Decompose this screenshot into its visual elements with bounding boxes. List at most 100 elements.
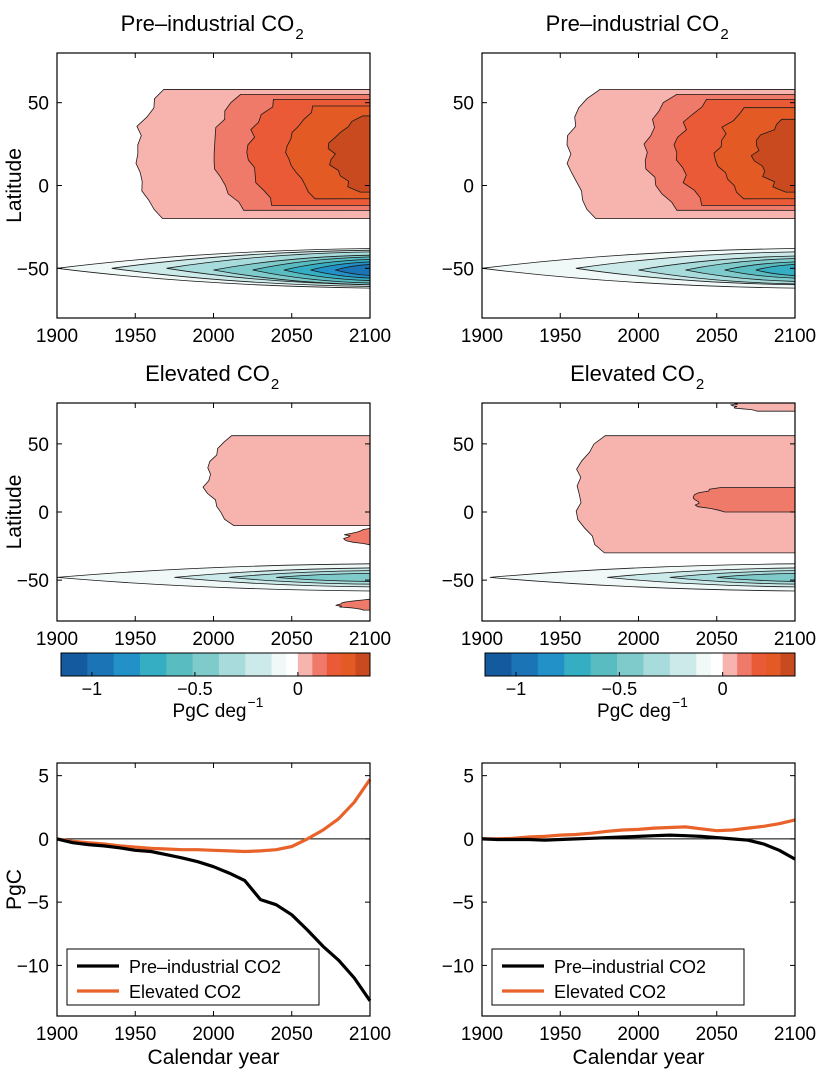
x-tick-label: 1900: [36, 629, 78, 650]
y-tick-label: −5: [452, 893, 474, 914]
colorbar-segment: [61, 653, 88, 676]
positive-contour-band: [202, 435, 370, 527]
x-tick-label: 2100: [774, 629, 816, 650]
x-tick-label: 2100: [774, 326, 816, 347]
legend-label: Elevated CO2: [129, 982, 241, 1002]
y-tick-label: 0: [463, 503, 474, 524]
chart-title-subscript: 2: [271, 376, 279, 393]
negative-contour-band: [716, 572, 795, 582]
colorbar-frame: [484, 652, 796, 677]
positive-contour-band: [692, 487, 795, 513]
y-axis-label: Latitude: [3, 475, 26, 550]
x-tick-label: 2000: [617, 326, 659, 347]
chart-title-subscript: 2: [295, 26, 303, 43]
x-tick-label: 2100: [774, 1024, 816, 1045]
contour-ml-plot: [57, 403, 370, 621]
colorbar-label: PgC deg: [173, 701, 247, 722]
colorbar-segment: [485, 653, 512, 676]
x-tick-label: 1950: [539, 1024, 581, 1045]
x-tick-label: 2100: [349, 1024, 391, 1045]
x-tick-label: 1900: [461, 629, 503, 650]
colorbar-segment: [669, 653, 697, 676]
colorbar-tick-label: −0.5: [602, 679, 638, 699]
x-tick-label: 2000: [192, 629, 234, 650]
y-tick-label: −5: [27, 893, 49, 914]
negative-contour-band: [334, 264, 370, 276]
contour-tr-plot: [482, 53, 795, 318]
colorbar-segment: [87, 653, 115, 676]
contour-tl-plot: [57, 53, 370, 318]
x-tick-label: 1950: [539, 326, 581, 347]
colorbar-tick-label: −0.5: [177, 679, 213, 699]
colorbar-segment: [537, 653, 565, 676]
positive-contour-band: [335, 598, 370, 611]
legend-label: Elevated CO2: [554, 982, 666, 1002]
y-axis-label: PgC: [3, 869, 26, 910]
colorbar-segment: [285, 653, 298, 676]
colorbar-segment: [511, 653, 539, 676]
legend: Pre–industrial CO2 Elevated CO2: [491, 948, 745, 1006]
colorbar-tick-label: −1: [506, 679, 527, 699]
colorbar-segment: [245, 653, 273, 676]
x-tick-label: 1950: [539, 629, 581, 650]
x-tick-label: 2000: [192, 1024, 234, 1045]
y-tick-label: −50: [442, 571, 474, 592]
legend-box: [66, 948, 320, 1006]
y-tick-label: 0: [38, 177, 49, 198]
chart-title-subscript: 2: [720, 26, 728, 43]
chart-title: Pre–industrial CO: [121, 11, 295, 36]
legend-label: Pre–industrial CO2: [554, 957, 706, 977]
x-tick-label: 2050: [696, 1024, 738, 1045]
y-tick-label: 0: [38, 503, 49, 524]
colorbar-segment: [737, 653, 753, 676]
colorbar-segment: [710, 653, 723, 676]
colorbar-segment: [113, 653, 141, 676]
series-line-elevated: [482, 818, 796, 841]
colorbar-segment: [780, 653, 796, 676]
x-tick-label: 1950: [114, 629, 156, 650]
x-tick-label: 2050: [271, 326, 313, 347]
colorbar-label-superscript: −1: [672, 694, 688, 710]
y-tick-label: 5: [463, 767, 474, 788]
colorbar-segment: [297, 653, 313, 676]
contour-mr-plot: [482, 403, 795, 621]
contour-tl-title: Pre–industrial CO 2: [121, 11, 304, 43]
colorbar-tick-label: 0: [718, 679, 728, 699]
negative-contour-band: [276, 572, 370, 582]
series-line-pre-industrial: [56, 837, 372, 1002]
colorbar-label-superscript: −1: [247, 694, 263, 710]
x-tick-label: 2000: [617, 629, 659, 650]
colorbar-label: PgC deg: [597, 701, 671, 722]
x-tick-label: 2000: [617, 1024, 659, 1045]
colorbar-frame: [60, 652, 371, 677]
colorbar-segment: [312, 653, 328, 676]
colorbar-tick-label: −1: [82, 679, 103, 699]
colorbar-segment: [590, 653, 618, 676]
positive-contour-band: [750, 118, 795, 193]
positive-contour-band: [575, 435, 795, 554]
y-tick-label: −10: [442, 956, 474, 977]
colorbar-segment: [218, 653, 246, 676]
y-tick-label: 50: [28, 94, 49, 115]
colorbar-tick-label: 0: [293, 679, 303, 699]
x-axis-label: Calendar year: [573, 1046, 705, 1069]
contour-ml-title: Elevated CO 2: [145, 361, 279, 393]
chart-title: Pre–industrial CO: [546, 11, 720, 36]
x-tick-label: 1900: [461, 1024, 503, 1045]
legend: Pre–industrial CO2 Elevated CO2: [66, 948, 320, 1006]
x-tick-label: 2050: [696, 326, 738, 347]
y-tick-label: −50: [442, 259, 474, 280]
y-tick-label: 0: [38, 830, 49, 851]
x-tick-label: 2100: [349, 629, 391, 650]
positive-contour-band: [343, 528, 370, 547]
negative-contour-band: [755, 263, 795, 276]
y-tick-label: −50: [17, 259, 49, 280]
contour-tr-title: Pre–industrial CO 2: [546, 11, 729, 43]
colorbar-segment: [564, 653, 592, 676]
x-tick-label: 1900: [36, 326, 78, 347]
x-tick-label: 2050: [271, 1024, 313, 1045]
colorbar-segment: [166, 653, 194, 676]
series-line-elevated: [56, 778, 372, 854]
